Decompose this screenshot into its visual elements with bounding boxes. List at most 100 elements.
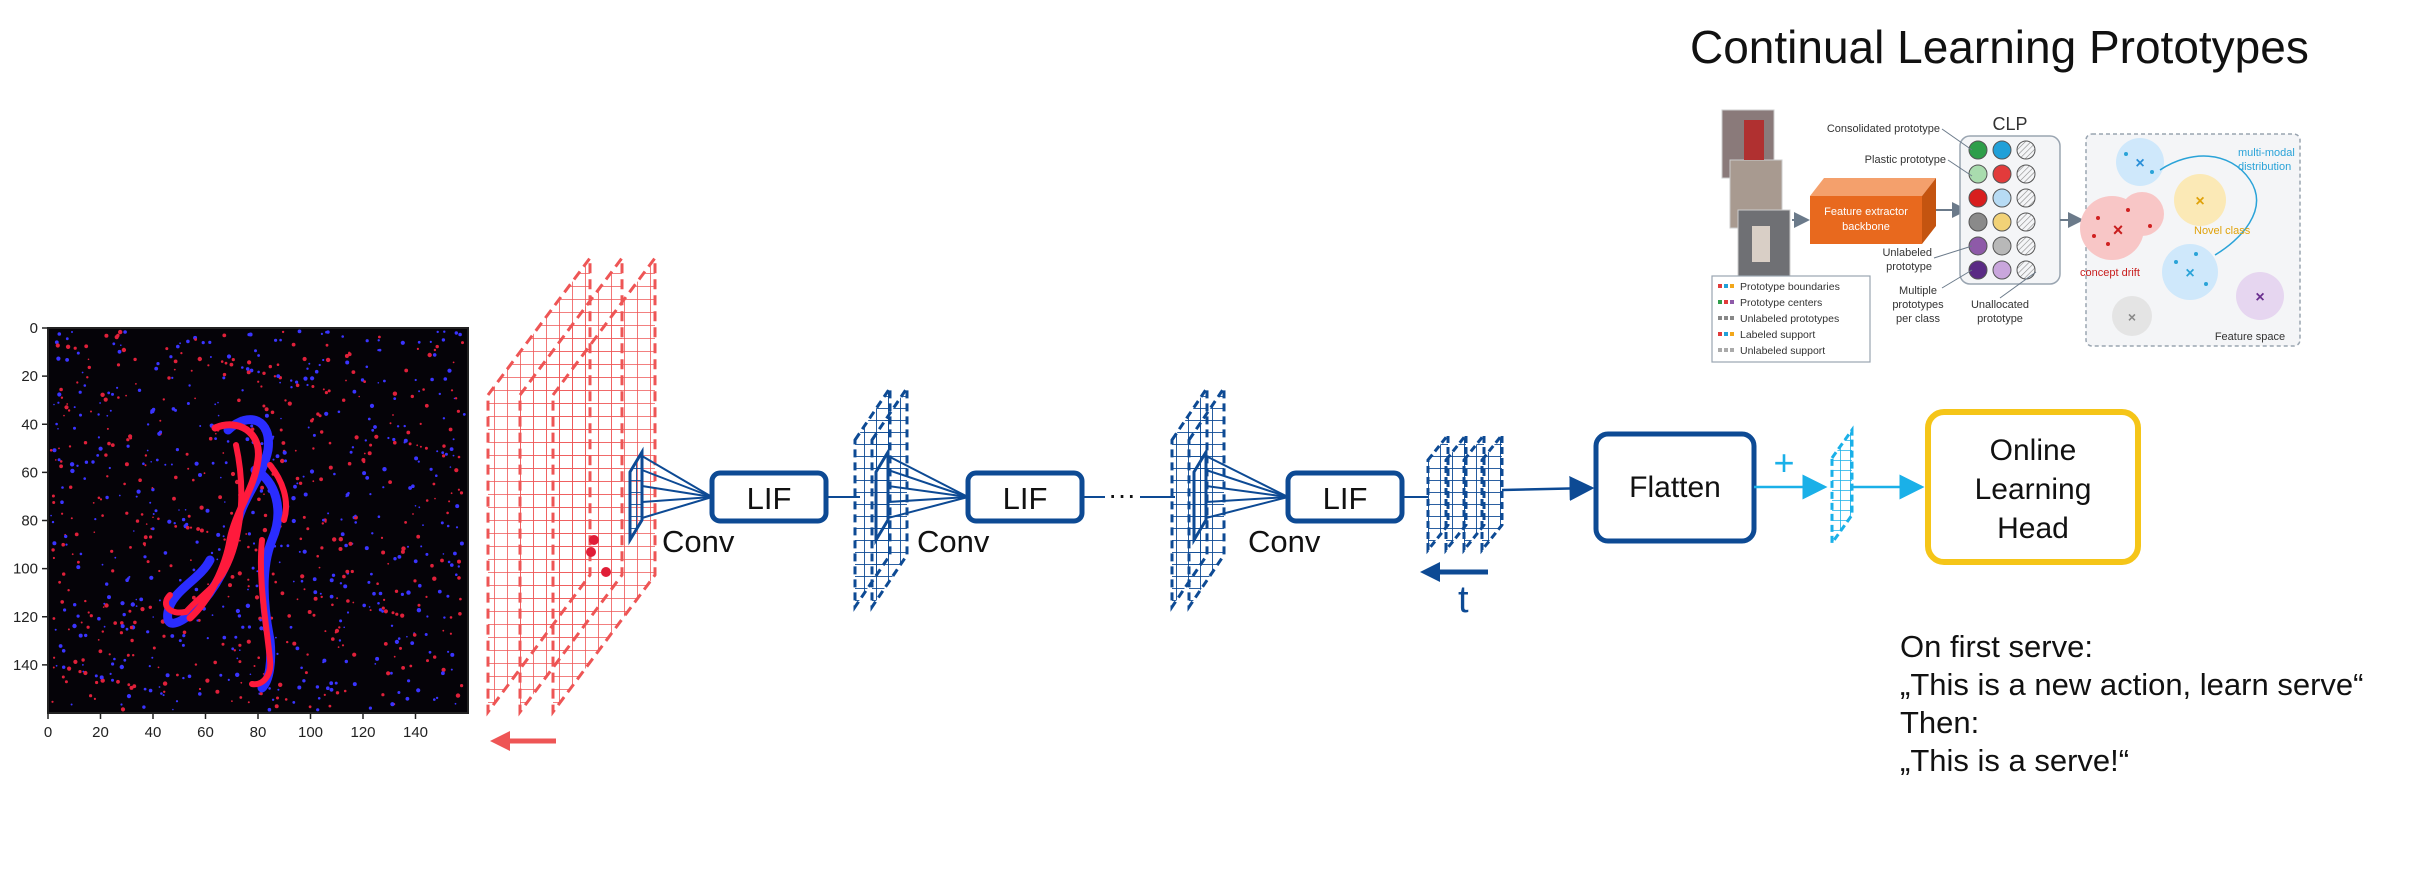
event-pixel [207,583,210,586]
event-dot [589,535,599,545]
event-pixel [211,461,215,465]
event-pixel [179,342,182,345]
event-pixel [401,546,406,551]
event-pixel [433,655,437,659]
unallocated-prototype-label-1: Unallocated [1971,299,2029,311]
event-pixel [418,583,422,588]
event-pixel [393,440,397,445]
event-pixel [313,596,318,601]
event-pixel [354,514,357,517]
legend-swatch [1730,284,1734,288]
event-pixel [126,438,130,442]
event-pixel [295,383,300,388]
event-pixel [457,488,460,491]
event-pixel [239,696,243,699]
event-pixel [276,696,279,700]
svg-text:×: × [2128,309,2136,325]
event-pixel [446,524,450,528]
event-pixel [306,653,309,656]
event-pixel [414,378,417,382]
event-pixel [143,535,148,540]
event-pixel [171,376,174,379]
event-pixel [393,655,396,658]
event-pixel [286,544,290,548]
event-pixel [52,501,56,504]
legend-swatch [1730,348,1734,352]
event-pixel [453,551,457,556]
event-pixel [101,563,104,566]
plot-area [47,327,469,714]
event-pixel [163,690,166,693]
event-pixel [86,376,89,379]
event-pixel [70,468,75,474]
plus-label: + [1773,442,1794,483]
event-pixel [216,532,221,537]
event-pixel [446,594,450,598]
event-pixel [108,466,111,470]
event-pixel [51,548,55,552]
prototype-cell [1992,188,2012,208]
event-pixel [81,371,84,374]
prototype-cell [2016,164,2036,184]
event-pixel [259,626,264,631]
event-pixel [331,603,334,607]
event-pixel [73,406,76,409]
event-pixel [262,673,265,675]
event-pixel [59,464,63,469]
event-pixel [444,452,448,456]
event-pixel [338,547,343,551]
event-pixel [345,493,350,497]
event-pixel [312,447,315,450]
event-pixel [392,437,396,442]
event-pixel [71,331,73,333]
event-pixel [199,425,202,427]
event-pixel [100,678,105,683]
event-pixel [83,384,87,387]
event-pixel [190,559,192,562]
cluster-gray [2112,296,2152,336]
event-pixel [159,419,162,422]
event-pixel [262,527,268,533]
event-pixel [67,589,70,592]
event-pixel [222,605,225,608]
event-pixel [221,642,225,646]
event-pixel [129,625,134,630]
event-pixel [194,397,197,400]
event-pixel [262,371,266,375]
event-pixel [307,610,312,614]
event-pixel [274,580,278,584]
event-pixel [146,630,150,634]
event-pixel [82,670,85,673]
event-pixel [110,549,114,553]
event-pixel [422,524,424,526]
event-pixel [341,644,345,647]
event-pixel [199,528,204,533]
event-pixel [428,650,432,654]
event-pixel [247,701,250,704]
event-pixel [268,687,271,690]
event-pixel [176,344,180,349]
event-pixel [291,496,296,501]
event-pixel [287,614,292,618]
event-pixel [338,537,343,542]
event-pixel [394,589,399,593]
event-pixel [369,493,372,496]
event-pixel [123,658,127,662]
event-pixel [112,342,116,346]
event-pixel [452,361,455,364]
event-pixel [390,702,395,707]
event-pixel [97,616,101,621]
event-pixel [231,700,233,702]
event-pixel [246,370,251,375]
event-pixel [441,451,445,454]
event-pixel [343,584,348,589]
event-pixel [259,692,263,696]
event-pixel [148,605,152,609]
event-pixel [381,693,385,697]
event-pixel [294,449,297,452]
event-pixel [416,534,421,539]
event-pixel [152,516,154,519]
multiple-prototypes-label-3: per class [1896,313,1941,325]
event-pixel [354,521,358,524]
event-pixel [154,509,158,513]
